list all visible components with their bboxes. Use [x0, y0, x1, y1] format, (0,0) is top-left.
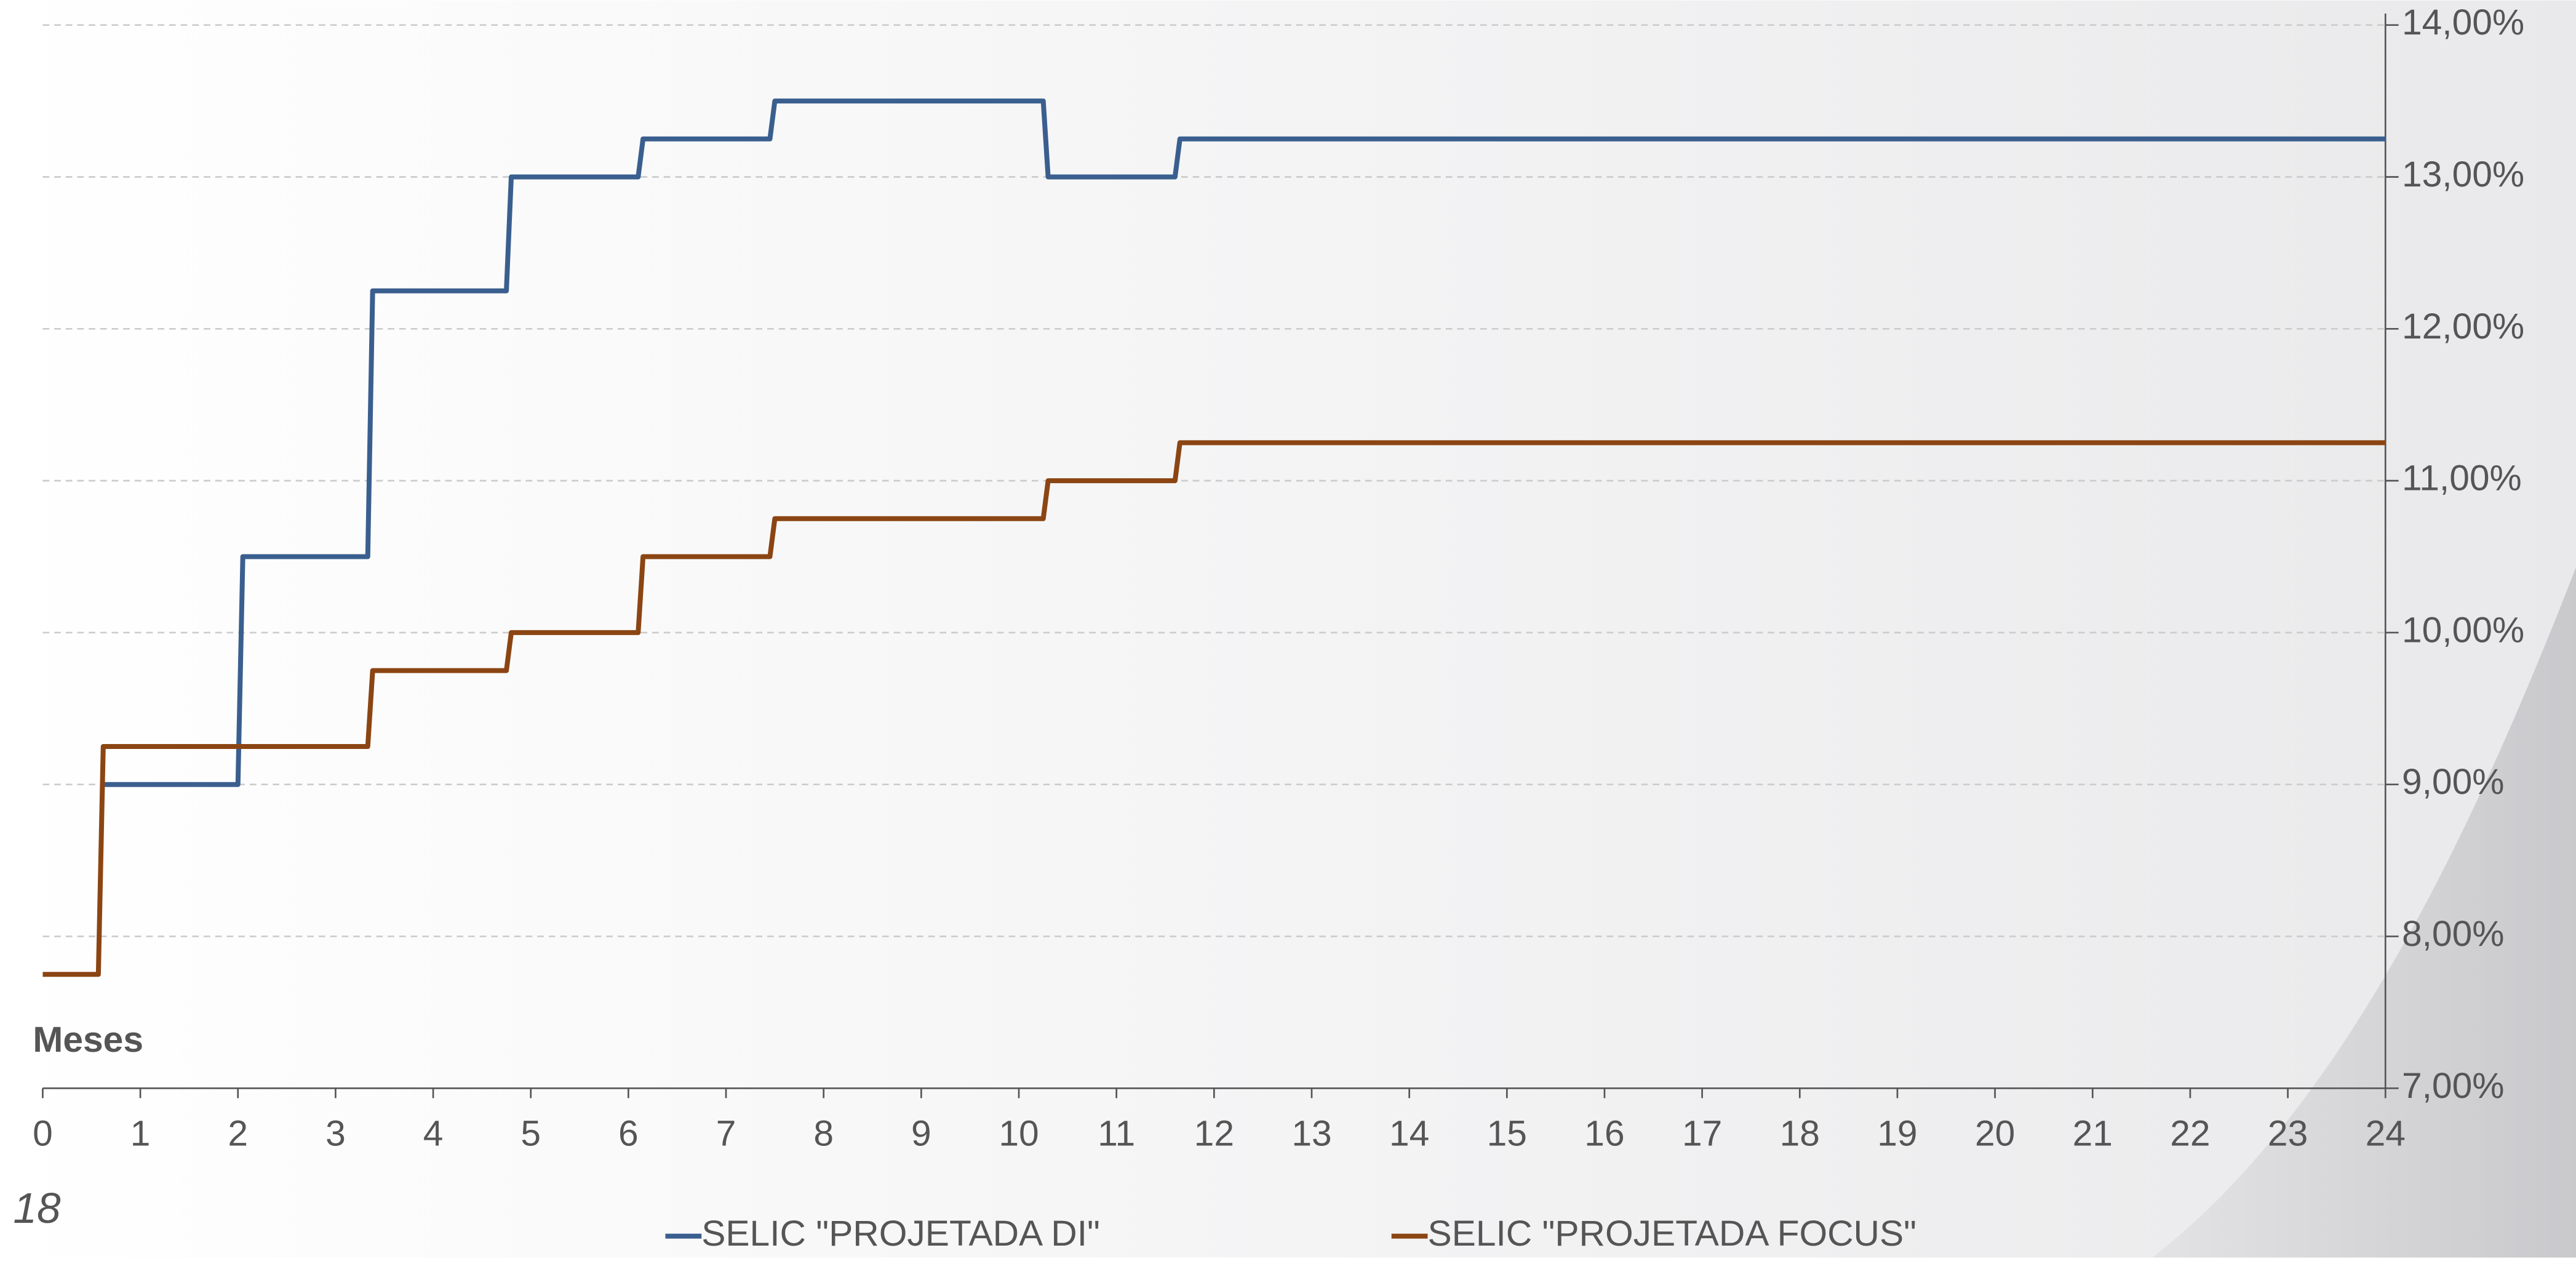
x-tick-label: 20 [1975, 1113, 2015, 1153]
x-tick-label: 16 [1584, 1113, 1624, 1153]
x-tick-label: 10 [999, 1113, 1039, 1153]
y-tick-label: 8,00% [2402, 914, 2505, 954]
x-tick-label: 24 [2366, 1113, 2406, 1153]
page-number: 18 [13, 1184, 61, 1232]
x-tick-label: 17 [1682, 1113, 1722, 1153]
x-tick-label: 0 [33, 1113, 53, 1153]
x-tick-label: 13 [1291, 1113, 1331, 1153]
legend-label: SELIC "PROJETADA FOCUS" [1427, 1214, 1916, 1254]
x-tick-label: 12 [1194, 1113, 1234, 1153]
legend-label: SELIC "PROJETADA DI" [701, 1214, 1100, 1254]
series-line [42, 440, 2386, 977]
x-tick-label: 11 [1098, 1113, 1135, 1153]
x-tick-label: 8 [813, 1113, 834, 1153]
x-tick-label: 15 [1487, 1113, 1527, 1153]
y-tick-label: 10,00% [2402, 610, 2524, 650]
y-tick-label: 11,00% [2402, 458, 2522, 498]
x-tick-label: 4 [423, 1113, 444, 1153]
x-tick-label: 3 [325, 1113, 346, 1153]
x-tick-label: 14 [1389, 1113, 1429, 1153]
x-tick-label: 6 [618, 1113, 639, 1153]
x-tick-label: 21 [2073, 1113, 2113, 1153]
y-tick-label: 13,00% [2402, 154, 2524, 194]
x-axis-label: Meses [33, 1020, 143, 1060]
y-tick-label: 9,00% [2402, 762, 2505, 802]
decoration [2152, 567, 2576, 1258]
x-tick-label: 18 [1780, 1113, 1820, 1153]
x-tick-label: 9 [911, 1113, 931, 1153]
x-tick-label: 23 [2268, 1113, 2308, 1153]
x-tick-label: 2 [228, 1113, 248, 1153]
y-tick-label: 7,00% [2402, 1066, 2505, 1106]
x-tick-label: 19 [1877, 1113, 1917, 1153]
y-tick-label: 14,00% [2402, 2, 2524, 42]
x-tick-label: 7 [716, 1113, 736, 1153]
x-tick-label: 22 [2170, 1113, 2210, 1153]
x-tick-label: 1 [130, 1113, 151, 1153]
x-tick-label: 5 [520, 1113, 541, 1153]
y-tick-label: 12,00% [2402, 306, 2524, 346]
series-line [103, 98, 2386, 787]
